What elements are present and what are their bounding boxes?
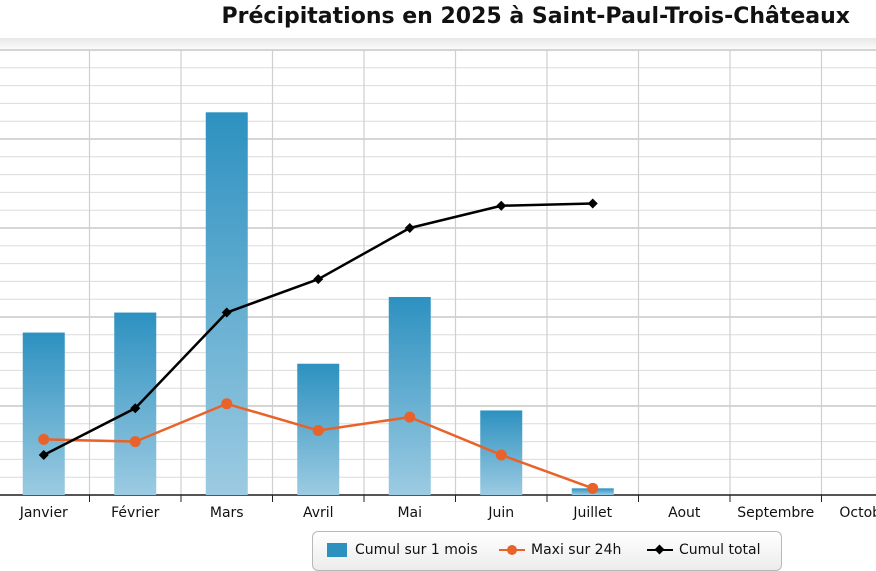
legend-item-total[interactable]: Cumul total [647,542,761,558]
legend-circle-line-swatch [499,543,525,557]
bar-cumul-mois [205,112,248,496]
cumul-total-point [221,307,232,318]
max24h-point [587,482,599,494]
bar-cumul-mois [388,296,431,495]
legend-label-max24h: Maxi sur 24h [531,542,622,558]
x-tick-label: Octobre [839,505,876,521]
cumul-total-point [313,274,324,285]
cumul-total-point [496,200,507,211]
legend-label-bars: Cumul sur 1 mois [355,542,478,558]
chart-title: Précipitations en 2025 à Saint-Paul-Troi… [221,4,850,29]
max24h-point [495,449,507,461]
cumul-total-point [404,223,415,233]
bar-cumul-mois [22,332,65,495]
x-tick-label: Février [111,505,159,521]
x-tick-label: Juin [487,505,514,521]
legend-bar-swatch [327,543,347,557]
cumul-total-point [587,198,598,209]
x-tick-label: Mars [210,505,244,521]
max24h-point [129,436,141,448]
max24h-point [38,433,50,445]
legend-diamond-line-swatch [647,543,673,557]
x-tick-label: Aout [668,505,701,521]
cumul-total-point [38,449,49,460]
max24h-point [312,424,324,436]
x-tick-label: Septembre [737,505,814,521]
chart-legend: Cumul sur 1 mois Maxi sur 24h Cumul tota… [312,531,782,571]
cumul-total-point [130,403,141,414]
legend-label-total: Cumul total [679,542,761,558]
legend-item-max24h[interactable]: Maxi sur 24h [499,542,621,558]
x-tick-label: Juillet [572,505,612,521]
chart-canvas: Janvier Février Mars Avril Mai Juin Juillet Aou… [0,49,876,521]
legend-item-bars[interactable]: Cumul sur 1 mois [327,542,478,558]
x-tick-label: Janvier [19,505,68,521]
title-shade [0,38,876,52]
max24h-point [221,398,233,410]
x-tick-label: Mai [397,505,422,521]
max24h-point [404,411,416,423]
x-tick-label: Avril [303,505,334,521]
